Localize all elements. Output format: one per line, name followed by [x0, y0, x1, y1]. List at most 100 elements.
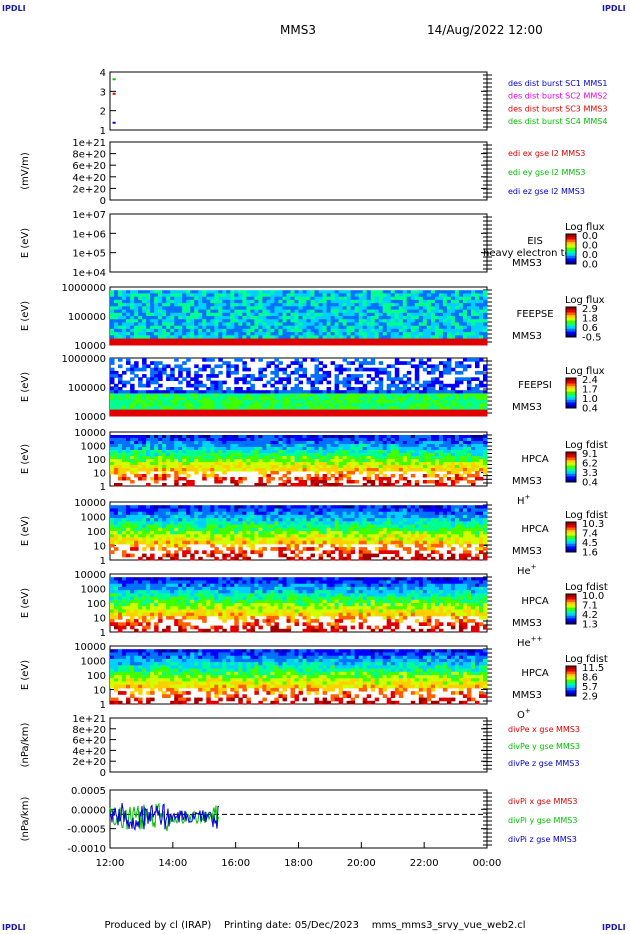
heatmap-cell [350, 361, 356, 365]
heatmap-cell [394, 459, 400, 463]
heatmap-cell [410, 332, 416, 336]
heatmap-cell [138, 508, 143, 513]
heatmap-cell [302, 403, 307, 407]
heatmap-cell [170, 459, 175, 463]
heatmap-cell [306, 447, 311, 451]
heatmap-cell [342, 293, 348, 298]
heatmap-cell [286, 450, 291, 454]
heatmap-cell [238, 505, 243, 509]
heatmap-cell [286, 393, 291, 398]
heatmap-cell [466, 377, 472, 381]
heatmap-cell [434, 309, 440, 314]
heatmap-cell [290, 468, 295, 472]
heatmap-cell [342, 290, 348, 294]
heatmap-cell [354, 299, 360, 304]
heatmap-cell [314, 403, 319, 407]
heatmap-cell [210, 393, 215, 398]
heatmap-cell [338, 312, 344, 317]
heatmap-cell [206, 505, 211, 509]
heatmap-cell [290, 309, 295, 314]
heatmap-cell [306, 396, 311, 401]
heatmap-cell [114, 462, 119, 466]
heatmap-cell [142, 399, 147, 404]
heatmap-cell [238, 412, 243, 417]
heatmap-cell [222, 521, 227, 525]
heatmap-cell [330, 319, 336, 323]
heatmap-cell [170, 319, 175, 323]
heatmap-cell [282, 312, 287, 317]
heatmap-cell [186, 338, 191, 343]
heatmap-cell [226, 390, 231, 394]
heatmap-cell [302, 444, 307, 448]
heatmap-cell [194, 409, 199, 414]
heatmap-cell [146, 453, 151, 457]
heatmap-cell [479, 370, 484, 375]
heatmap-cell [406, 390, 412, 394]
heatmap-cell [270, 306, 275, 310]
heatmap-cell [358, 332, 364, 336]
heatmap-cell [354, 322, 360, 327]
heatmap-cell [370, 328, 376, 333]
heatmap-cell [114, 335, 119, 339]
heatmap-cell [314, 370, 319, 375]
heatmap-cell [162, 303, 167, 307]
heatmap-cell [194, 322, 199, 327]
heatmap-cell [454, 441, 460, 445]
heatmap-cell [462, 453, 468, 457]
heatmap-cell [110, 409, 115, 414]
heatmap-cell [214, 518, 219, 522]
heatmap-cell [479, 332, 484, 336]
heatmap-cell [318, 380, 324, 385]
heatmap-cell [346, 387, 352, 391]
heatmap-cell [290, 447, 295, 451]
heatmap-cell [398, 341, 404, 346]
heatmap-cell [254, 341, 259, 346]
heatmap-cell [370, 316, 376, 320]
heatmap-cell [170, 450, 175, 454]
heatmap-cell [354, 332, 360, 336]
heatmap-cell [174, 316, 179, 320]
heatmap-cell [462, 358, 468, 362]
y-tick-label-hpca_he: 1000 [81, 513, 106, 524]
colorbar-swatch [566, 239, 576, 243]
heatmap-cell [322, 399, 328, 404]
heatmap-cell [422, 296, 428, 301]
heatmap-cell [126, 553, 131, 558]
heatmap-cell [234, 508, 239, 513]
heatmap-cell [266, 380, 271, 385]
heatmap-cell [266, 462, 271, 466]
heatmap-cell [462, 412, 468, 417]
heatmap-cell [214, 435, 219, 439]
heatmap-cell [326, 456, 332, 460]
heatmap-cell [450, 319, 456, 323]
heatmap-cell [402, 299, 408, 304]
heatmap-cell [342, 447, 348, 451]
heatmap-cell [430, 453, 436, 457]
heatmap-cell [186, 380, 191, 385]
heatmap-cell [222, 380, 227, 385]
heatmap-cell [466, 358, 472, 362]
heatmap-cell [190, 403, 195, 407]
heatmap-cell [466, 393, 472, 398]
heatmap-cell [334, 453, 340, 457]
heatmap-cell [479, 412, 484, 417]
heatmap-cell [471, 441, 476, 445]
heatmap-cell [258, 465, 263, 469]
heatmap-cell [242, 438, 247, 442]
heatmap-cell [471, 358, 476, 362]
heatmap-cell [270, 341, 275, 346]
heatmap-cell [310, 403, 315, 407]
heatmap-cell [418, 332, 424, 336]
heatmap-cell [314, 465, 319, 469]
heatmap-cell [202, 474, 207, 478]
heatmap-cell [458, 390, 464, 394]
heatmap-cell [138, 412, 143, 417]
heatmap-cell [350, 374, 356, 378]
heatmap-cell [174, 511, 179, 516]
heatmap-cell [410, 468, 416, 472]
heatmap-cell [306, 338, 311, 343]
heatmap-cell [282, 406, 287, 410]
heatmap-cell [282, 383, 287, 388]
heatmap-cell [162, 403, 167, 407]
heatmap-cell [178, 312, 183, 317]
